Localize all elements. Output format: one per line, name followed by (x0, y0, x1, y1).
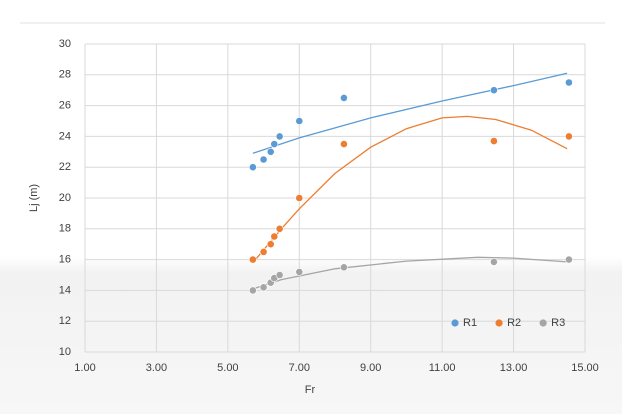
y-tick-label: 24 (59, 130, 71, 142)
data-point (490, 86, 498, 95)
data-point (565, 255, 573, 264)
x-tick-label: 5.00 (217, 362, 238, 374)
legend-marker (495, 319, 503, 327)
data-point (266, 240, 275, 249)
y-tick-label: 10 (59, 346, 71, 358)
y-tick-label: 12 (59, 315, 71, 327)
data-point (295, 194, 304, 202)
data-point (270, 232, 279, 241)
x-axis-label: Fr (305, 384, 316, 396)
y-tick-label: 18 (59, 223, 71, 235)
data-point (248, 255, 257, 264)
x-tick-label: 11.00 (429, 362, 456, 374)
legend-marker (451, 319, 459, 327)
data-point (295, 268, 304, 276)
data-point (490, 137, 498, 145)
data-point (259, 247, 268, 256)
x-tick-label: 3.00 (146, 362, 167, 374)
legend-label: R3 (551, 317, 565, 329)
legend-marker (539, 319, 547, 327)
data-point (275, 271, 284, 279)
legend-label: R1 (463, 317, 477, 329)
x-tick-label: 15.00 (571, 362, 599, 374)
data-point (565, 132, 573, 141)
y-tick-label: 26 (59, 100, 71, 112)
data-point (270, 140, 279, 148)
trend-line (252, 256, 568, 290)
data-point (248, 286, 257, 295)
data-point (266, 147, 275, 156)
y-tick-label: 28 (59, 69, 71, 81)
data-point (259, 283, 268, 292)
data-point (490, 258, 498, 266)
trend-line (252, 115, 568, 264)
y-tick-label: 16 (59, 254, 71, 266)
x-tick-label: 13.00 (500, 362, 528, 374)
y-tick-label: 14 (59, 284, 71, 296)
data-point (259, 155, 268, 164)
y-axis-label: Lj (m) (28, 184, 40, 212)
x-tick-label: 7.00 (289, 362, 310, 374)
data-point (565, 78, 573, 87)
x-tick-label: 1.00 (74, 362, 95, 374)
trend-line (252, 72, 568, 154)
legend-label: R2 (507, 317, 521, 329)
data-point (275, 132, 284, 141)
y-tick-label: 22 (59, 161, 71, 173)
y-tick-label: 20 (59, 192, 71, 204)
data-point (340, 263, 348, 272)
data-point (275, 224, 284, 233)
data-point (248, 163, 257, 172)
data-point (295, 117, 304, 125)
y-tick-label: 30 (59, 38, 71, 50)
data-point (340, 94, 348, 102)
x-tick-label: 9.00 (360, 362, 381, 374)
data-point (340, 140, 348, 148)
